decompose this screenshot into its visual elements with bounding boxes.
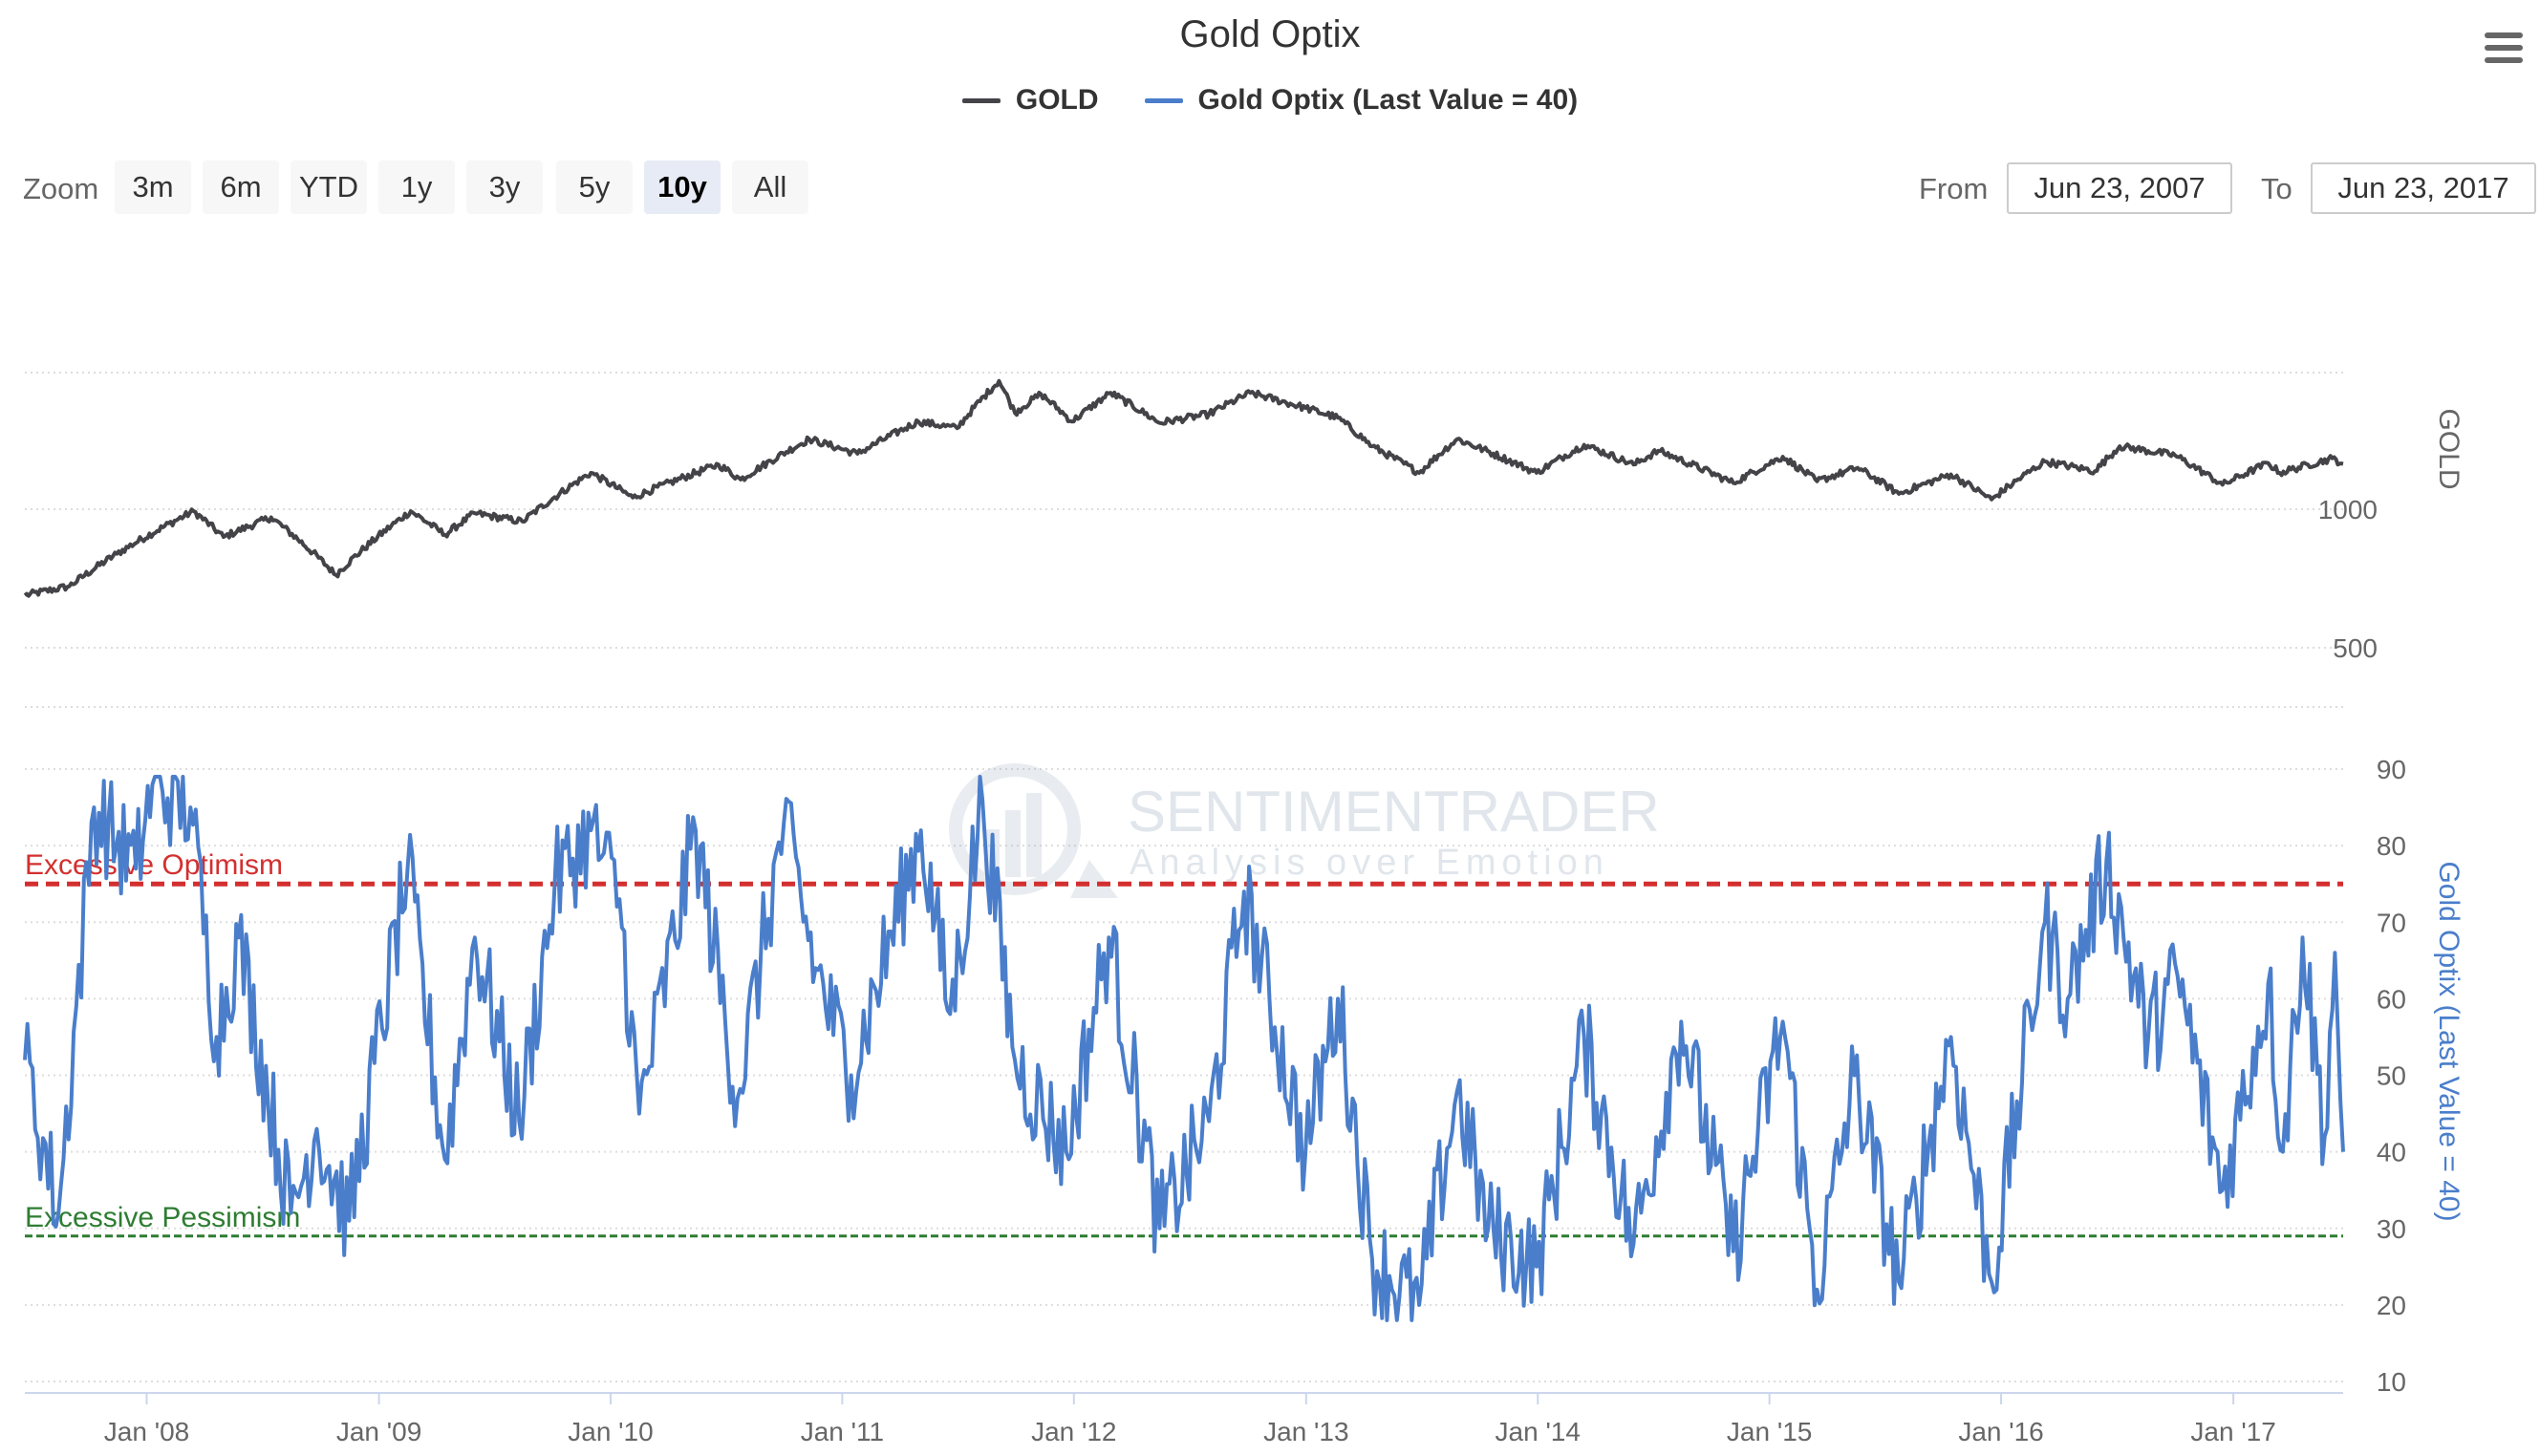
legend-item-gold-optix[interactable]: Gold Optix (Last Value = 40)	[1144, 84, 1579, 117]
x-axis-tick-label: Jan '15	[1727, 1417, 1812, 1446]
reference-line-label: Excessive Pessimism	[25, 1202, 300, 1233]
watermark-tagline: Analysis over Emotion	[1130, 843, 1609, 883]
gold-series-line	[23, 378, 2344, 598]
optix-axis-ticks: 10 20 30 40 50 60 70 80 90	[2377, 755, 2406, 1397]
legend-swatch-gold	[961, 97, 1001, 103]
zoom-button-6m[interactable]: 6m	[203, 161, 279, 214]
x-axis-tick-label: Jan '16	[1958, 1417, 2043, 1446]
gold-axis-tick-label: 500	[2333, 633, 2378, 663]
legend-swatch-gold-optix	[1144, 97, 1183, 103]
x-axis-tick-label: Jan '12	[1031, 1417, 1116, 1446]
gold-axis-title: GOLD	[2433, 408, 2465, 489]
optix-axis-title: Gold Optix (Last Value = 40)	[2433, 861, 2465, 1221]
reference-line-label: Excessive Optimism	[25, 849, 283, 881]
x-axis-ticks: Jan '08 Jan '09 Jan '10 Jan '11 Jan '12 Jan '…	[104, 1393, 2276, 1446]
watermark-logo-bar-2	[1005, 810, 1021, 877]
legend-label-gold: GOLD	[1015, 84, 1099, 116]
x-axis-tick-label: Jan '17	[2190, 1417, 2275, 1446]
gold-axis-tick-label: 1000	[2318, 495, 2378, 525]
optix-axis-tick-label: 30	[2377, 1214, 2406, 1244]
x-axis-tick-label: Jan '09	[336, 1417, 421, 1446]
legend-item-gold[interactable]: GOLD	[961, 84, 1099, 117]
watermark-logo-arrow	[1070, 860, 1118, 898]
zoom-button-3y[interactable]: 3y	[466, 161, 543, 214]
x-axis-tick-label: Jan '11	[801, 1417, 884, 1446]
zoom-button-5y[interactable]: 5y	[556, 161, 633, 214]
optix-axis-tick-label: 90	[2377, 755, 2406, 784]
gold-axis-ticks: 500 1000	[2318, 495, 2378, 663]
optix-axis-tick-label: 20	[2377, 1291, 2406, 1320]
legend: GOLD Gold Optix (Last Value = 40)	[0, 84, 2540, 117]
range-to-label: To	[2261, 172, 2292, 205]
watermark-logo-ring	[949, 763, 1081, 895]
zoom-button-1y[interactable]: 1y	[378, 161, 455, 214]
range-to-input[interactable]: Jun 23, 2017	[2311, 162, 2536, 214]
optix-axis-tick-label: 10	[2377, 1367, 2406, 1397]
chart-title: Gold Optix	[1179, 13, 1361, 55]
range-from-input[interactable]: Jun 23, 2007	[2007, 162, 2232, 214]
zoom-button-ytd[interactable]: YTD	[291, 161, 367, 214]
x-axis-tick-label: Jan '13	[1263, 1417, 1348, 1446]
zoom-button-10y[interactable]: 10y	[644, 161, 721, 214]
x-axis-tick-label: Jan '10	[568, 1417, 653, 1446]
zoom-button-all[interactable]: All	[732, 161, 808, 214]
watermark-logo-bar-3	[1026, 793, 1042, 877]
hamburger-menu-icon[interactable]	[2483, 31, 2525, 65]
gold-optix-series-line	[23, 775, 2345, 1322]
sentimentrader-watermark: SENTIMENTRADER Analysis over Emotion	[949, 763, 1660, 898]
optix-axis-tick-label: 70	[2377, 908, 2406, 937]
optix-axis-tick-label: 50	[2377, 1061, 2406, 1091]
optix-axis-tick-label: 40	[2377, 1138, 2406, 1167]
watermark-name: SENTIMENTRADER	[1128, 780, 1660, 844]
optix-axis-tick-label: 60	[2377, 984, 2406, 1014]
x-axis-tick-label: Jan '14	[1496, 1417, 1581, 1446]
zoom-label: Zoom	[23, 172, 99, 205]
range-from-label: From	[1919, 172, 1989, 205]
legend-label-gold-optix: Gold Optix (Last Value = 40)	[1197, 84, 1579, 116]
reference-lines: Excessive Optimism Excessive Pessimism	[25, 849, 2343, 1238]
optix-axis-tick-label: 80	[2377, 831, 2406, 861]
zoom-button-3m[interactable]: 3m	[115, 161, 191, 214]
x-axis-tick-label: Jan '08	[104, 1417, 189, 1446]
